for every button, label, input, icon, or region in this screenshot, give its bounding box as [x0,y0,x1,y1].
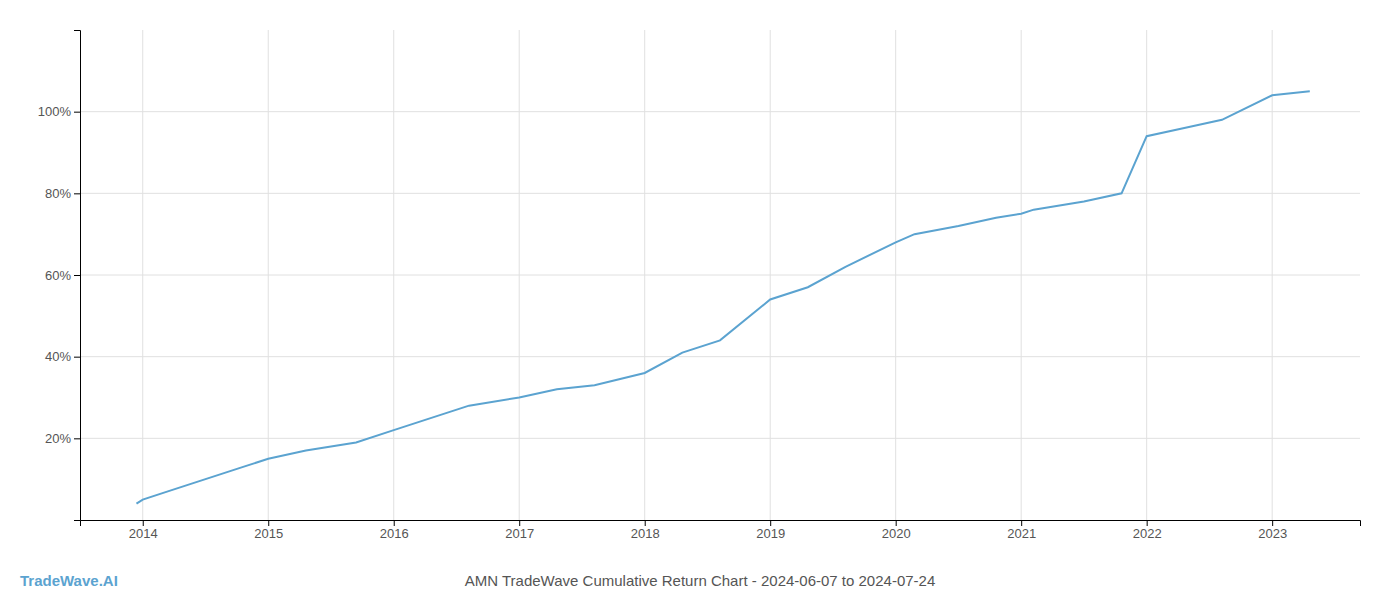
tick-label: 80% [45,186,71,201]
tick: 2014 [129,520,158,541]
tick-mark [74,275,80,276]
tick-mark [770,520,771,526]
grid-line [80,275,1360,276]
tick-label: 40% [45,349,71,364]
tick-label: 2017 [505,526,534,541]
tick-mark [74,357,80,358]
tick-mark [394,520,395,526]
tick-mark [1272,520,1273,526]
grid-line [80,438,1360,439]
tick-label: 2015 [254,526,283,541]
title: AMN TradeWave Cumulative Return Chart - … [465,572,936,589]
tick: 100% [38,104,80,119]
tick: 2020 [882,520,911,541]
tick-label: 2023 [1258,526,1287,541]
chart: 2014 2015 2016 2017 2018 2019 2020 2021 2022 2023… [0,0,1400,600]
tick: 2021 [1007,520,1036,541]
grid-line [80,111,1360,112]
marks [136,91,1309,503]
tick-label: 2014 [129,526,158,541]
tick: 2015 [254,520,283,541]
tick-label: 2018 [631,526,660,541]
tick-mark [74,193,80,194]
grid [80,30,1360,520]
tick: 80% [45,186,80,201]
tick-label: 2020 [882,526,911,541]
grid-line [80,193,1360,194]
tick: 2023 [1258,520,1287,541]
tick-mark [1147,520,1148,526]
tick: 40% [45,349,80,364]
tick-label: 2021 [1007,526,1036,541]
tick-mark [268,520,269,526]
tick-label: 20% [45,431,71,446]
tick-label: 60% [45,268,71,283]
tick-label: 100% [38,104,72,119]
tick-mark [896,520,897,526]
tick-label: 2016 [380,526,409,541]
tick: 2019 [756,520,785,541]
tick-mark [143,520,144,526]
y-axis: 20% 40% 60% 80% 100% [38,31,81,521]
line [136,91,1309,503]
x-axis: 2014 2015 2016 2017 2018 2019 2020 2021 2022 2023 [81,520,1361,541]
axis-line [81,521,1361,527]
tick: 2016 [380,520,409,541]
tick-label: 2022 [1133,526,1162,541]
tick-mark [74,438,80,439]
plot-area: 2014 2015 2016 2017 2018 2019 2020 2021 2022 2023… [38,30,1361,541]
tick-mark [1021,520,1022,526]
tick-mark [645,520,646,526]
tick: 20% [45,431,80,446]
tick: 2017 [505,520,534,541]
tick: 2022 [1133,520,1162,541]
grid-line [80,356,1360,357]
tick-mark [74,112,80,113]
axis-line [74,31,81,521]
footer: TradeWave.AI [20,572,118,589]
tick: 2018 [631,520,660,541]
tick: 60% [45,268,80,283]
tick-label: 2019 [756,526,785,541]
tick-mark [519,520,520,526]
